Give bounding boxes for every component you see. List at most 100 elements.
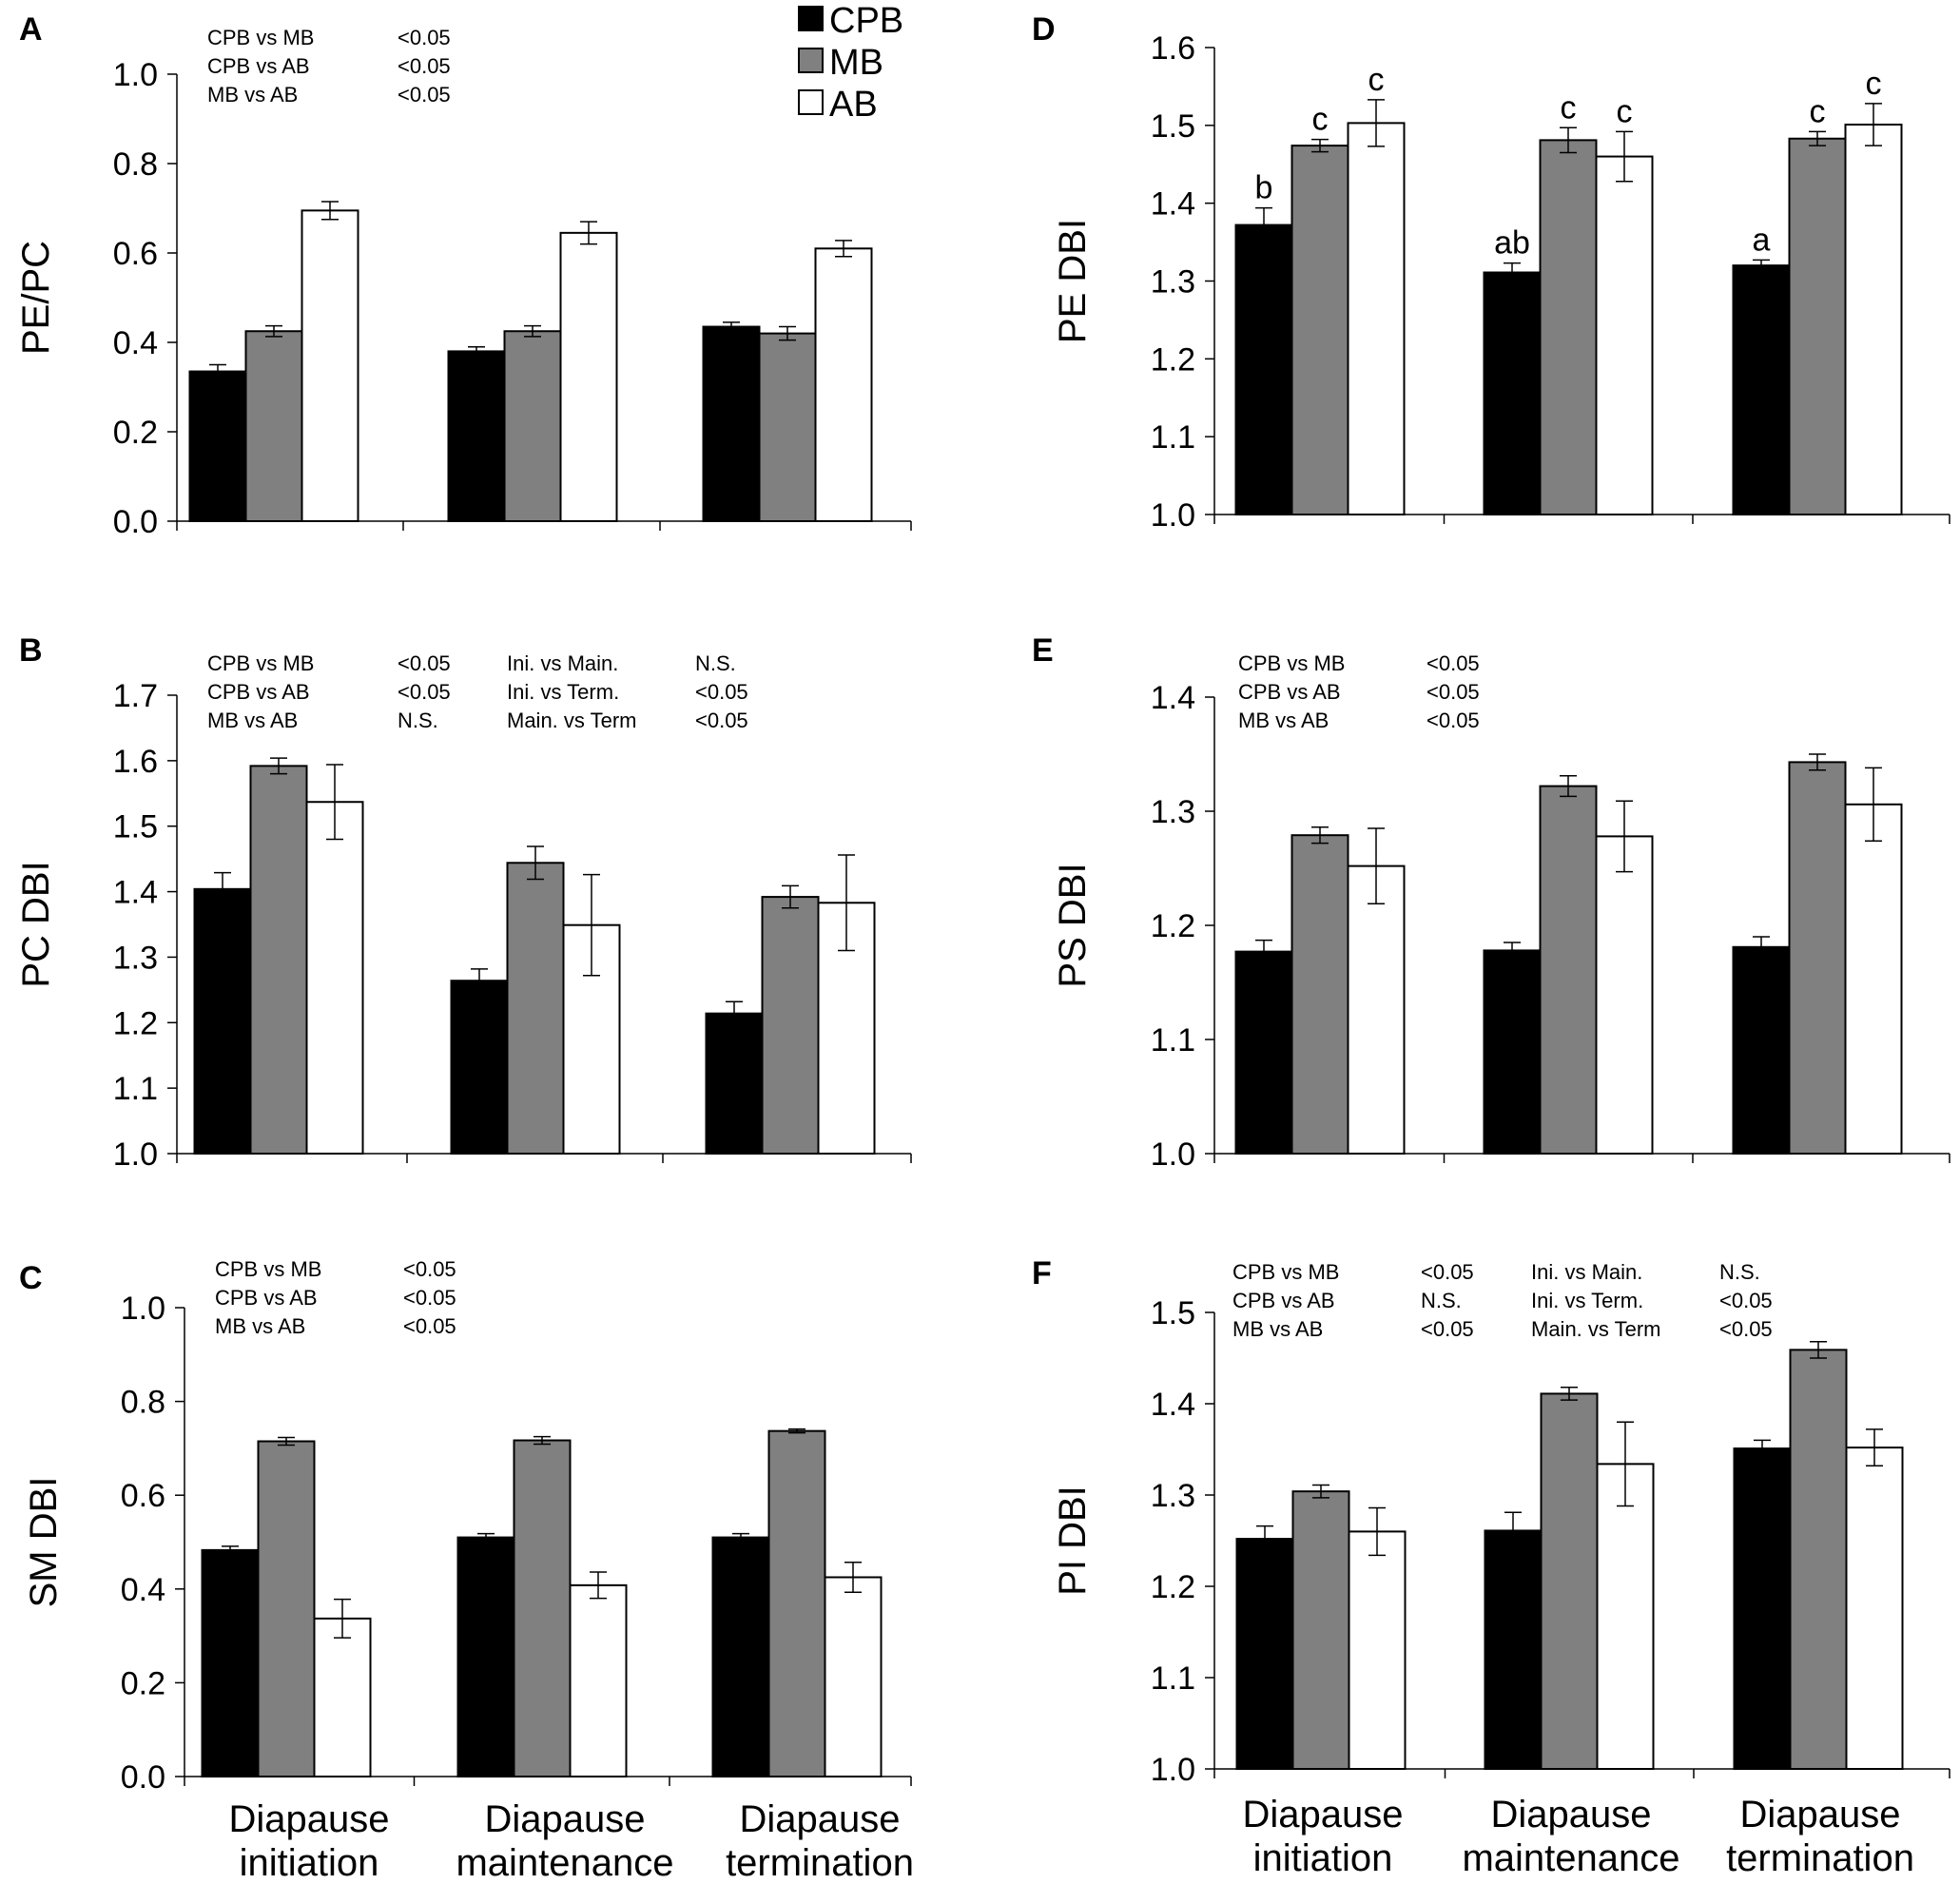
y-tick-label: 1.3: [1151, 794, 1195, 830]
x-category-label: maintenance: [456, 1842, 673, 1884]
x-category-label: maintenance: [1462, 1837, 1679, 1879]
panel-C: C SM DBI 0.0 0.2 0.4 0.6 0.8 1.0 CPB vs MB <0.05 C…: [19, 1257, 914, 1884]
bar-ab: [1844, 124, 1903, 515]
bar-ab: [313, 1617, 372, 1778]
stat-comparison: Ini. vs Term.: [507, 680, 619, 704]
y-tick-label: 1.4: [1151, 680, 1195, 716]
stat-p-value: <0.05: [398, 26, 451, 49]
bar-cpb: [1234, 950, 1293, 1155]
bar-mb: [1539, 139, 1598, 516]
y-tick-label: 1.5: [1151, 1295, 1195, 1331]
bar-cpb: [1732, 945, 1791, 1155]
stat-comparison: CPB vs AB: [207, 680, 310, 704]
bar-mb: [513, 1439, 572, 1778]
legend-label: CPB: [829, 1, 903, 41]
y-tick-label: 0.4: [121, 1572, 165, 1608]
bar-mb: [1539, 785, 1598, 1155]
y-tick-label: 1.0: [1151, 1752, 1195, 1788]
stat-comparison: MB vs AB: [207, 709, 298, 732]
panel-letter: E: [1032, 632, 1054, 669]
y-tick-label: 0.8: [113, 146, 158, 183]
bar-cpb: [188, 370, 247, 522]
y-axis-label: PC DBI: [15, 861, 57, 987]
bar-mb: [503, 330, 562, 522]
stat-p-value: <0.05: [1421, 1317, 1474, 1341]
stat-comparison: CPB vs AB: [1238, 680, 1341, 704]
significance-letter: c: [1866, 66, 1882, 102]
x-category-label: Diapause: [1242, 1794, 1403, 1835]
stat-p-value: <0.05: [398, 54, 451, 78]
bar-cpb: [193, 887, 252, 1155]
y-tick-label: 1.7: [113, 678, 158, 714]
stat-p-value: <0.05: [403, 1314, 456, 1338]
panel-E: E PS DBI 1.0 1.1 1.2 1.3 1.4 CPB vs MB <0.05 CPB …: [1032, 632, 1950, 1173]
stat-comparison: Main. vs Term: [507, 709, 637, 732]
significance-letter: b: [1255, 170, 1273, 206]
legend-swatch-ab: [798, 89, 824, 115]
stat-comparison: Ini. vs Term.: [1531, 1289, 1643, 1312]
bar-mb: [1788, 137, 1847, 515]
y-tick-label: 1.4: [1151, 186, 1195, 223]
stat-p-value: <0.05: [1719, 1317, 1773, 1341]
stat-comparison: CPB vs MB: [207, 26, 314, 49]
y-tick-label: 1.5: [113, 809, 158, 845]
bar-cpb: [702, 325, 761, 522]
significance-letter: c: [1561, 89, 1577, 126]
y-axis-label: PI DBI: [1052, 1486, 1094, 1596]
y-axis-label: PE DBI: [1052, 219, 1094, 343]
stat-p-value: <0.05: [398, 83, 451, 107]
stat-p-value: <0.05: [1421, 1260, 1474, 1284]
y-tick-label: 0.0: [113, 504, 158, 540]
bar-ab: [1845, 1447, 1904, 1770]
bar-cpb: [447, 350, 506, 522]
y-axis-label: SM DBI: [23, 1477, 65, 1608]
x-category-label: Diapause: [739, 1798, 900, 1840]
y-tick-label: 1.1: [1151, 1661, 1195, 1697]
legend-label: AB: [829, 85, 878, 125]
x-category-label: initiation: [240, 1842, 379, 1884]
significance-letter: c: [1617, 93, 1633, 129]
stat-comparison: CPB vs MB: [1232, 1260, 1339, 1284]
bar-ab: [1595, 155, 1654, 515]
panel-D: D PE DBI 1.0 1.1 1.2 1.3 1.4 1.5 1.6 b c c ab c c a c c: [1032, 11, 1950, 534]
y-tick-label: 1.3: [1151, 264, 1195, 301]
bar-cpb: [1484, 1529, 1543, 1770]
bar-ab: [1348, 1530, 1407, 1771]
panel-letter: D: [1032, 11, 1056, 48]
bar-cpb: [456, 1536, 515, 1777]
bar-mb: [767, 1429, 826, 1778]
bar-cpb: [1235, 1538, 1294, 1770]
bar-mb: [758, 332, 817, 522]
bar-mb: [1788, 761, 1847, 1156]
bar-ab: [824, 1576, 883, 1777]
significance-letter: a: [1753, 222, 1771, 258]
significance-letter: c: [1368, 62, 1385, 98]
stat-p-value: <0.05: [403, 1286, 456, 1310]
bar-cpb: [1234, 223, 1293, 516]
stat-p-value: <0.05: [403, 1257, 456, 1281]
bar-cpb: [1732, 264, 1791, 515]
y-tick-label: 1.0: [1151, 1136, 1195, 1173]
y-tick-label: 1.2: [1151, 341, 1195, 378]
significance-letter: c: [1810, 93, 1826, 129]
bar-mb: [257, 1440, 316, 1777]
panel-letter: A: [19, 11, 43, 48]
y-tick-label: 1.1: [1151, 1022, 1195, 1059]
bar-mb: [1290, 834, 1349, 1155]
bar-mb: [1540, 1392, 1599, 1770]
y-tick-label: 1.0: [113, 57, 158, 93]
stat-comparison: Ini. vs Main.: [507, 651, 618, 675]
bar-cpb: [1733, 1447, 1792, 1771]
stat-p-value: <0.05: [1426, 709, 1480, 732]
y-tick-label: 1.3: [1151, 1478, 1195, 1514]
y-tick-label: 1.5: [1151, 108, 1195, 145]
y-axis-label: PE/PC: [15, 241, 57, 355]
y-tick-label: 1.6: [1151, 30, 1195, 67]
bar-ab: [1595, 835, 1654, 1156]
x-category-label: Diapause: [484, 1798, 645, 1840]
legend-swatch-cpb: [798, 6, 824, 31]
stat-comparison: Ini. vs Main.: [1531, 1260, 1642, 1284]
stat-comparison: MB vs AB: [207, 83, 298, 107]
bar-ab: [559, 231, 618, 522]
bar-mb: [1789, 1349, 1848, 1770]
